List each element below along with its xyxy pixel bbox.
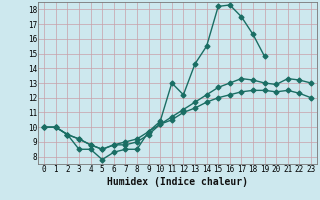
X-axis label: Humidex (Indice chaleur): Humidex (Indice chaleur) [107, 177, 248, 187]
